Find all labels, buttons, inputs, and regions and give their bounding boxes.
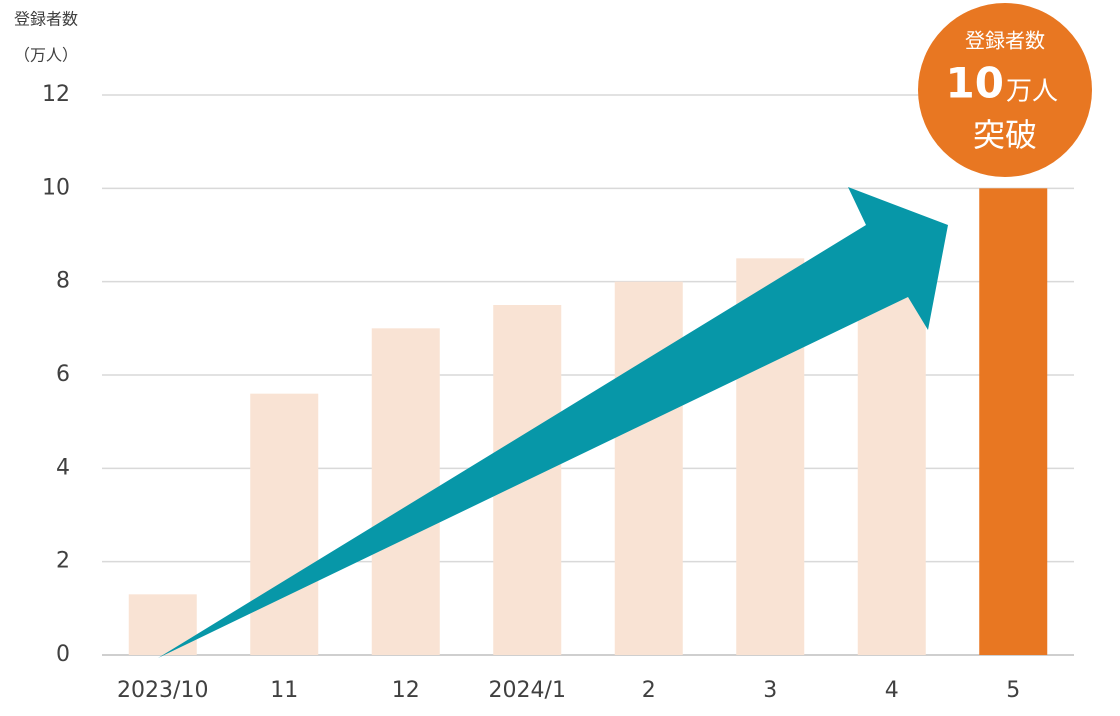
x-tick-label: 12	[392, 678, 420, 703]
badge-line2: 突破	[973, 116, 1037, 154]
y-tick-label: 2	[56, 549, 70, 574]
bar	[979, 188, 1048, 656]
y-tick-label: 10	[42, 175, 70, 200]
x-tick-label: 2024/1	[489, 678, 566, 703]
y-tick-label: 12	[42, 82, 70, 107]
bar	[371, 328, 440, 655]
badge-line1: 登録者数	[965, 29, 1045, 53]
y-tick-label: 6	[56, 362, 70, 387]
y-tick-label: 8	[56, 269, 70, 294]
badge: 登録者数 10 万人 突破	[918, 3, 1092, 177]
y-tick-label: 4	[56, 455, 70, 480]
y-tick-label: 0	[56, 642, 70, 667]
bar	[614, 281, 683, 655]
badge-number: 10	[946, 59, 1004, 108]
y-axis-unit: （万人）	[14, 46, 78, 65]
bar	[250, 393, 319, 655]
x-tick-label: 5	[1006, 678, 1020, 703]
x-tick-label: 2023/10	[117, 678, 208, 703]
x-tick-label: 3	[763, 678, 777, 703]
trend-arrow	[158, 187, 948, 658]
badge-circle	[918, 3, 1092, 177]
bar	[128, 594, 197, 655]
y-axis-label: 登録者数	[14, 10, 78, 29]
x-tick-label: 2	[642, 678, 656, 703]
x-tick-label: 11	[270, 678, 298, 703]
x-tick-label: 4	[885, 678, 899, 703]
badge-unit: 万人	[1006, 77, 1058, 107]
